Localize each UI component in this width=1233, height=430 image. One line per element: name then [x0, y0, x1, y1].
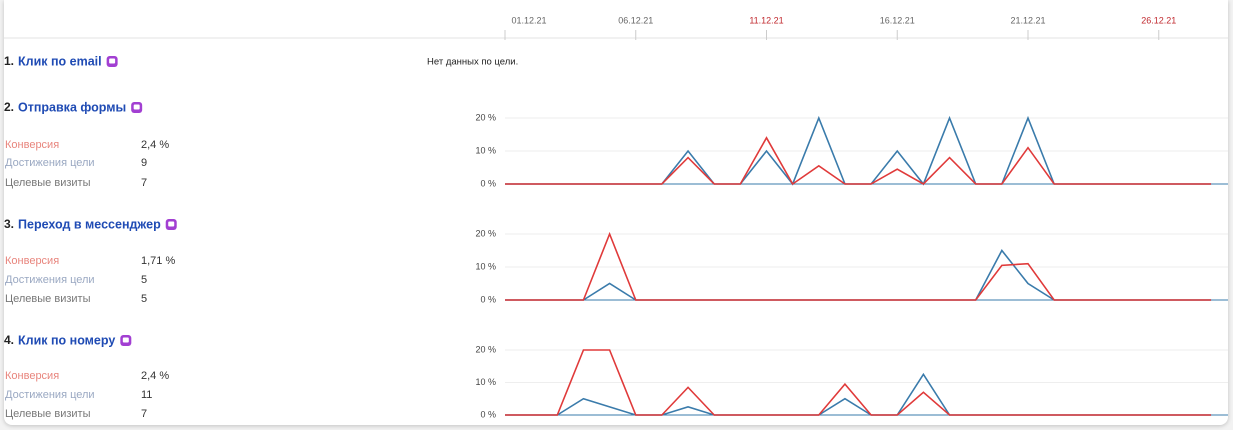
y-tick-label: 10 %	[475, 145, 496, 155]
stat-label: Достижения цели	[5, 157, 95, 169]
stat-value: 11	[141, 389, 152, 401]
y-tick-label: 20 %	[475, 344, 496, 354]
stat-label: Достижения цели	[5, 274, 95, 286]
goal-title: Отправка формы	[18, 100, 126, 114]
goal-icon-inner	[168, 221, 175, 227]
series-line	[505, 136, 1212, 186]
stat-value: 9	[141, 157, 147, 169]
date-label: 21.12.21	[1010, 15, 1045, 25]
goal-icon-inner	[133, 104, 140, 110]
goal-icon-inner	[109, 58, 116, 64]
date-label: 11.12.21	[749, 15, 783, 25]
date-label: 01.12.21	[511, 15, 546, 25]
stat-label: Конверсия	[5, 255, 59, 267]
y-tick-label: 20 %	[475, 228, 496, 238]
stat-label: Достижения цели	[5, 389, 95, 401]
stat-value: 7	[141, 177, 147, 189]
date-label: 16.12.21	[880, 15, 915, 25]
goal-icon-inner	[122, 337, 129, 343]
stat-value: 1,71 %	[141, 255, 175, 267]
goal-title: Переход в мессенджер	[18, 217, 161, 231]
stat-label: Целевые визиты	[5, 408, 91, 420]
no-data-note: Нет данных по цели.	[427, 57, 518, 68]
stat-label: Конверсия	[5, 370, 59, 382]
y-tick-label: 0 %	[480, 409, 496, 419]
goal-number: 2.	[4, 100, 14, 114]
series-line	[505, 231, 1212, 301]
goal-title: Клик по номеру	[18, 333, 115, 347]
stat-value: 2,4 %	[141, 370, 169, 382]
goals-card: 01.12.21 06.12.21 11.12.21 16.12.21 21.12.21…	[4, 0, 1228, 425]
date-label: 06.12.21	[618, 15, 653, 25]
stat-value: 5	[141, 274, 147, 286]
goal-title: Клик по email	[18, 54, 102, 68]
y-tick-label: 0 %	[480, 294, 496, 304]
goal-number: 3.	[4, 217, 14, 231]
stat-value: 7	[141, 408, 147, 420]
goal-number: 1.	[4, 54, 14, 68]
stat-label: Конверсия	[5, 139, 59, 151]
series-line	[505, 349, 1212, 416]
y-tick-label: 20 %	[475, 112, 496, 122]
y-tick-label: 10 %	[475, 377, 496, 387]
y-tick-label: 0 %	[480, 178, 496, 188]
stat-label: Целевые визиты	[5, 177, 91, 189]
stat-label: Целевые визиты	[5, 293, 91, 305]
stat-value: 5	[141, 293, 147, 305]
goal-number: 4.	[4, 333, 14, 347]
date-label: 26.12.21	[1141, 15, 1176, 25]
y-tick-label: 10 %	[475, 261, 496, 271]
goals-view: 01.12.21 06.12.21 11.12.21 16.12.21 21.12.21…	[4, 15, 1228, 420]
stat-value: 2,4 %	[141, 139, 169, 151]
series-line	[505, 249, 1212, 301]
series-line	[505, 372, 1212, 416]
